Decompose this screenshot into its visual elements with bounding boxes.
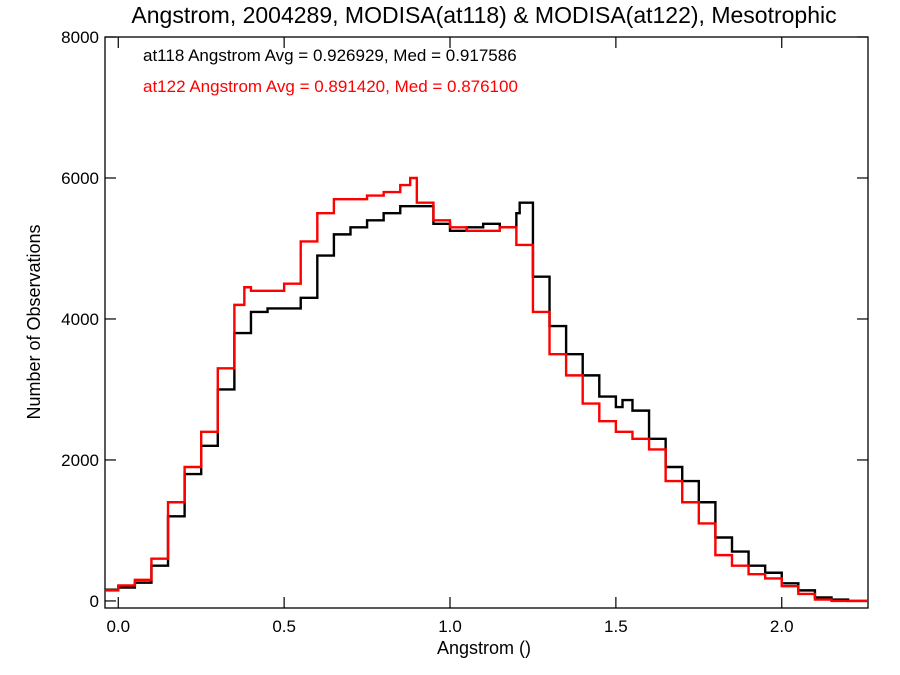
series-line-0 bbox=[105, 201, 868, 603]
axis-tick-labels: 0.0 0.5 1.0 1.5 2.0 0 2000 4000 6000 8000 bbox=[61, 28, 793, 636]
x-tick-label: 1.5 bbox=[604, 617, 628, 636]
chart-title: Angstrom, 2004289, MODISA(at118) & MODIS… bbox=[131, 2, 836, 28]
y-tick-label: 4000 bbox=[61, 310, 99, 329]
annotation-at118: at118 Angstrom Avg = 0.926929, Med = 0.9… bbox=[143, 46, 517, 65]
axis-ticks bbox=[105, 36, 868, 608]
x-tick-label: 2.0 bbox=[770, 617, 794, 636]
x-tick-label: 1.0 bbox=[438, 617, 462, 636]
x-tick-label: 0.0 bbox=[106, 617, 130, 636]
y-tick-label: 2000 bbox=[61, 451, 99, 470]
y-tick-label: 0 bbox=[90, 592, 99, 611]
series-group bbox=[105, 176, 868, 603]
series-line-1 bbox=[105, 176, 868, 603]
y-tick-label: 8000 bbox=[61, 28, 99, 47]
annotation-at122: at122 Angstrom Avg = 0.891420, Med = 0.8… bbox=[143, 77, 518, 96]
x-tick-label: 0.5 bbox=[272, 617, 296, 636]
y-tick-label: 6000 bbox=[61, 169, 99, 188]
plot-frame bbox=[104, 36, 869, 609]
y-axis-label: Number of Observations bbox=[24, 224, 44, 419]
x-axis-label: Angstrom () bbox=[437, 638, 531, 658]
